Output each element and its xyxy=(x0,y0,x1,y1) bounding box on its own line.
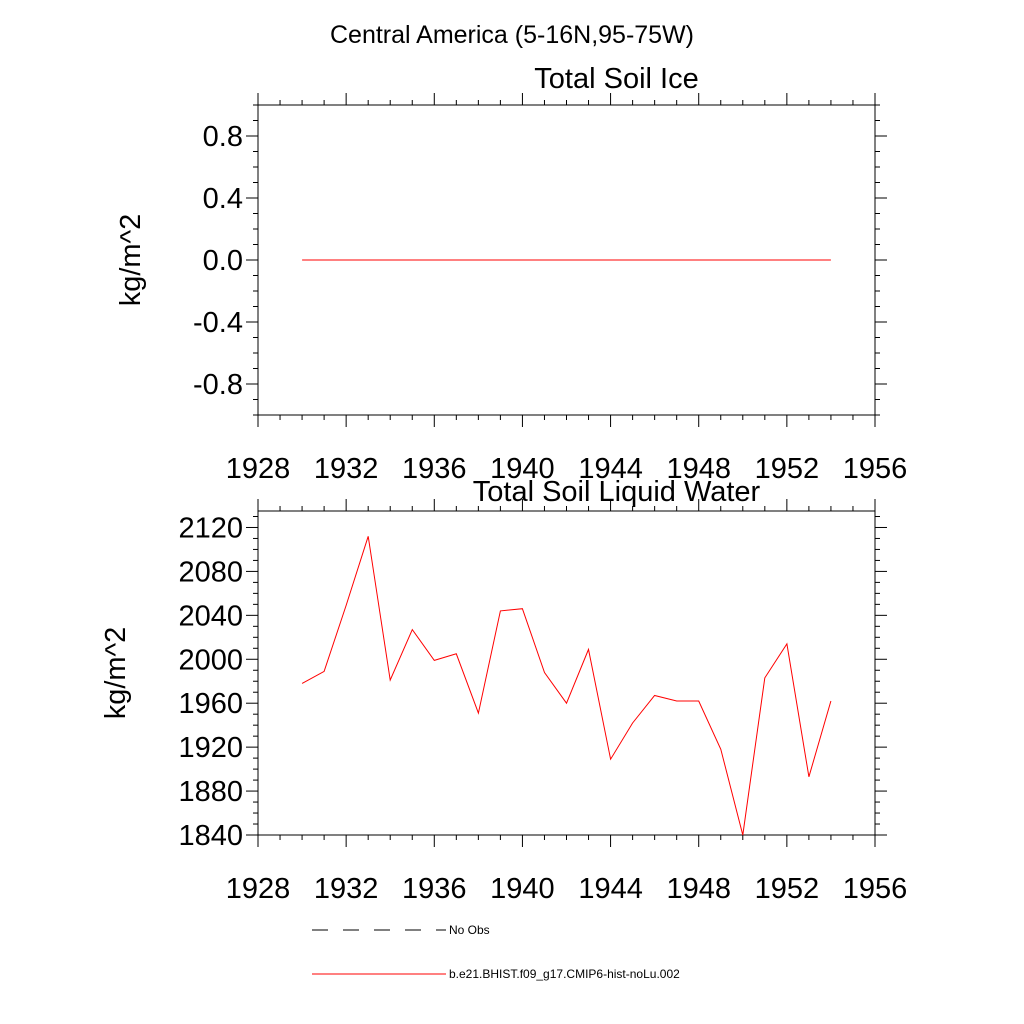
panel-total-soil-liquid-water: Total Soil Liquid Water 1928 1932 1936 1940 1… xyxy=(100,476,907,905)
y-tick-label: 2040 xyxy=(178,600,243,632)
x-tick-label: 1956 xyxy=(843,453,908,485)
x-tick-label: 1928 xyxy=(226,873,291,905)
x-tick-label: 1952 xyxy=(755,453,820,485)
y-tick-label: -0.8 xyxy=(193,369,243,401)
panel-title: Total Soil Ice xyxy=(534,63,698,95)
x-tick-label: 1944 xyxy=(578,873,643,905)
y-tick-label: 1880 xyxy=(178,776,243,808)
x-tick-label: 1932 xyxy=(314,873,379,905)
figure-title: Central America (5-16N,95-75W) xyxy=(330,21,694,49)
y-tick-label: 2080 xyxy=(178,556,243,588)
y-tick-label: 1840 xyxy=(178,820,243,852)
x-tick-label: 1936 xyxy=(402,453,467,485)
y-tick-label: 0.8 xyxy=(203,121,243,153)
x-tick-label: 1940 xyxy=(490,873,555,905)
panel-title: Total Soil Liquid Water xyxy=(473,476,761,508)
x-tick-label: 1940 xyxy=(490,453,555,485)
x-tick-label: 1952 xyxy=(755,873,820,905)
y-tick-label: 0.0 xyxy=(203,245,243,277)
x-tick-label: 1948 xyxy=(666,453,731,485)
panel-total-soil-ice: Total Soil Ice 1928 1932 1936 1940 1944 1948 19… xyxy=(115,63,907,485)
x-tick-label: 1944 xyxy=(578,453,643,485)
y-tick-label: 1960 xyxy=(178,688,243,720)
y-tick-label: -0.4 xyxy=(193,307,243,339)
x-tick-label: 1936 xyxy=(402,873,467,905)
series-line xyxy=(301,536,832,836)
x-tick-label: 1932 xyxy=(314,453,379,485)
legend-label-model: b.e21.BHIST.f09_g17.CMIP6-hist-noLu.002 xyxy=(449,967,680,981)
y-axis-label: kg/m^2 xyxy=(100,627,132,720)
x-tick-label: 1928 xyxy=(226,453,291,485)
y-tick-label: 1920 xyxy=(178,732,243,764)
y-tick-label: 2120 xyxy=(178,512,243,544)
y-axis-label: kg/m^2 xyxy=(115,214,147,307)
plot-frame xyxy=(257,510,876,836)
y-tick-label: 2000 xyxy=(178,644,243,676)
y-tick-label: 0.4 xyxy=(203,183,243,215)
legend-label-no-obs: No Obs xyxy=(449,923,490,937)
x-tick-label: 1948 xyxy=(666,873,731,905)
x-tick-label: 1956 xyxy=(843,873,908,905)
legend: No Obs b.e21.BHIST.f09_g17.CMIP6-hist-no… xyxy=(312,923,680,981)
